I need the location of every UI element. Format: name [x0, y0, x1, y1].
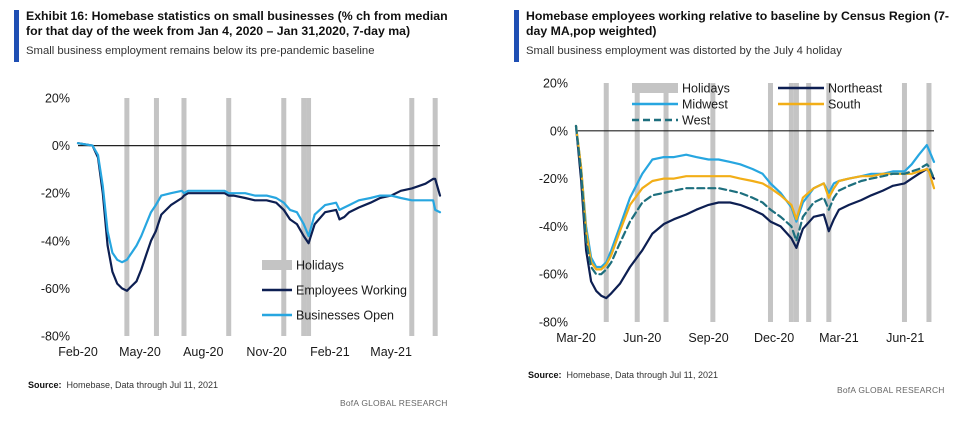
right-source-label: Source: — [528, 370, 562, 380]
chart-left-x-tick-label: Feb-20 — [58, 345, 98, 359]
chart-left-holiday-bar-2 — [181, 98, 187, 336]
chart-left-y-tick-label: -20% — [41, 187, 70, 201]
chart-left-holiday-bar-0 — [124, 98, 130, 336]
chart-left-legend-item-0: Holidays — [262, 259, 344, 273]
chart-right-holiday-bar-1 — [634, 83, 640, 322]
right-source-text: Homebase, Data through Jul 11, 2021 — [566, 370, 718, 380]
chart-left-legend-item-1: Employees Working — [262, 284, 407, 298]
chart-right-legend-label: Midwest — [682, 98, 728, 112]
chart-right-holiday-bar-5 — [788, 83, 794, 322]
chart-right-holiday-bar-9 — [901, 83, 907, 322]
chart-right-legend-item-4: West — [632, 114, 711, 128]
chart-right-holiday-bar-4 — [767, 83, 773, 322]
chart-right-holiday-bar-0 — [603, 83, 609, 322]
right-source-note: Source: Homebase, Data through Jul 11, 2… — [528, 370, 718, 380]
chart-right-holiday-bar-10 — [926, 83, 932, 322]
chart-left-legend-label: Employees Working — [296, 284, 407, 298]
left-accent-bar — [14, 10, 19, 62]
chart-left-holiday-bar-7 — [409, 98, 415, 336]
left-source-note: Source: Homebase, Data through Jul 11, 2… — [28, 380, 218, 390]
chart-right-legend-label: West — [682, 114, 711, 128]
chart-left-x-tick-label: Aug-20 — [183, 345, 223, 359]
branding-label: BofA GLOBAL RESEARCH — [340, 398, 448, 408]
chart-right-legend-swatch — [632, 83, 678, 93]
chart-right-x-tick-label: Sep-20 — [688, 331, 728, 345]
left-source-label: Source: — [28, 380, 62, 390]
chart-right-legend-item-1: Northeast — [778, 82, 883, 96]
chart-left-holiday-bar-6 — [306, 98, 312, 336]
chart-left-x-tick-label: May-20 — [119, 345, 161, 359]
chart-right-y-tick-label: -80% — [539, 316, 568, 330]
chart-right-holiday-bar-8 — [826, 83, 832, 322]
chart-right-series-south — [574, 124, 936, 271]
chart-left-holiday-bar-8 — [432, 98, 438, 336]
chart-left-y-tick-label: 0% — [52, 139, 70, 153]
chart-left-x-tick-label: Feb-21 — [310, 345, 350, 359]
chart-right-y-tick-label: -60% — [539, 268, 568, 282]
chart-left-legend-item-2: Businesses Open — [262, 309, 394, 323]
chart-left-y-tick-label: -40% — [41, 234, 70, 248]
chart-left-y-tick-label: -60% — [41, 282, 70, 296]
branding-label-right: BofA GLOBAL RESEARCH — [837, 385, 945, 395]
chart-right-x-tick-label: Jun-20 — [623, 331, 661, 345]
left-exhibit-panel: Exhibit 16: Homebase statistics on small… — [0, 0, 470, 422]
chart-right-y-tick-label: 0% — [550, 124, 568, 138]
chart-left-holiday-bar-5 — [301, 98, 307, 336]
chart-left-legend-label: Businesses Open — [296, 309, 394, 323]
left-source-text: Homebase, Data through Jul 11, 2021 — [66, 380, 218, 390]
chart-right-series-midwest — [574, 124, 936, 269]
right-chart-title: Homebase employees working relative to b… — [526, 9, 950, 38]
chart-left-y-tick-label: 20% — [45, 92, 70, 106]
chart-right-series-west — [574, 124, 936, 276]
chart-right-y-tick-label: -20% — [539, 172, 568, 186]
chart-right-legend-item-0: Holidays — [632, 82, 730, 96]
chart-left-holiday-bar-1 — [153, 98, 159, 336]
chart-right-series-northeast — [574, 124, 936, 300]
chart-right-x-tick-label: Mar-20 — [556, 331, 596, 345]
right-accent-bar — [514, 10, 519, 62]
chart-right-y-tick-label: -40% — [539, 220, 568, 234]
chart-right-legend-label: Holidays — [682, 82, 730, 96]
chart-right-legend-item-2: Midwest — [632, 98, 728, 112]
chart-left-holiday-bar-3 — [226, 98, 232, 336]
chart-right-holiday-bar-2 — [663, 83, 669, 322]
chart-left-x-tick-label: Nov-20 — [246, 345, 286, 359]
chart-left-series-businesses-open — [76, 142, 442, 264]
chart-right-x-tick-label: Jun-21 — [886, 331, 924, 345]
left-line-chart: 20% 0% -20% -40% -60% -80%Feb-20 May-20 Aug-20 N… — [41, 92, 442, 359]
chart-right-x-tick-label: Mar-21 — [819, 331, 859, 345]
chart-right-x-tick-label: Dec-20 — [754, 331, 794, 345]
left-chart-subtitle: Small business employment remains below … — [26, 45, 375, 57]
chart-right-legend-item-3: South — [778, 98, 861, 112]
chart-right-holiday-bar-7 — [806, 83, 812, 322]
left-chart-title: Exhibit 16: Homebase statistics on small… — [26, 9, 448, 38]
chart-right-legend-label: South — [828, 98, 861, 112]
chart-right-holiday-bar-6 — [793, 83, 799, 322]
chart-left-legend-label: Holidays — [296, 259, 344, 273]
right-exhibit-panel: Homebase employees working relative to b… — [492, 0, 964, 422]
chart-right-y-tick-label: 20% — [543, 77, 568, 91]
chart-left-x-tick-label: May-21 — [370, 345, 412, 359]
chart-left-y-tick-label: -80% — [41, 330, 70, 344]
chart-left-legend-swatch — [262, 260, 292, 270]
chart-left-series-employees-working — [76, 142, 442, 292]
chart-right-legend-label: Northeast — [828, 82, 883, 96]
right-line-chart: 20% 0% -20% -40% -60% -80%Mar-20 Jun-20 Sep-20 D… — [539, 77, 936, 345]
chart-left-holiday-bar-4 — [281, 98, 287, 336]
right-chart-subtitle: Small business employment was distorted … — [526, 45, 842, 57]
chart-right-holiday-bar-3 — [710, 83, 716, 322]
